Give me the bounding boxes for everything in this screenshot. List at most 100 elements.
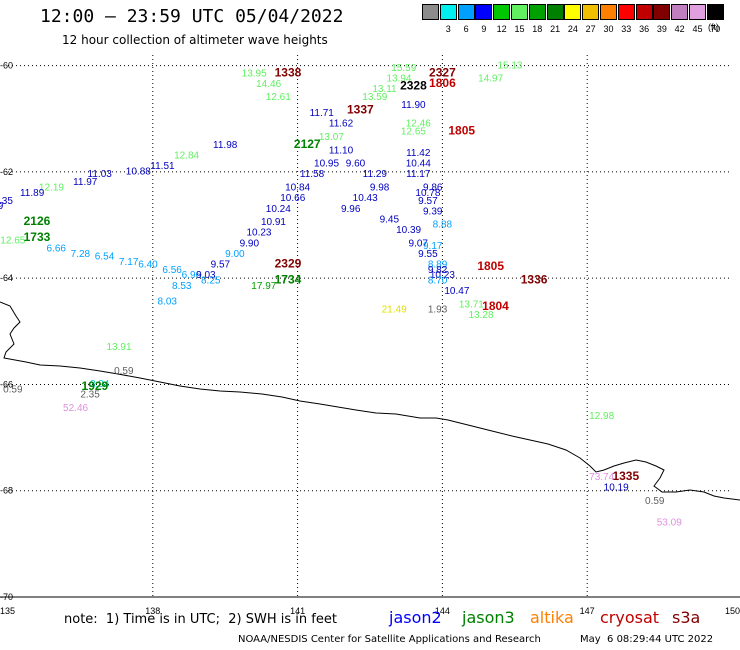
latitude-label: -70 xyxy=(0,592,13,602)
wave-height-value: 11.29 xyxy=(363,169,388,180)
wave-height-value: 0.59 xyxy=(645,496,665,507)
scale-swatch xyxy=(546,4,564,20)
wave-height-value: 10.23 xyxy=(246,228,271,239)
wave-height-value: 13.11 xyxy=(372,84,397,95)
wave-height-value: 0.59 xyxy=(114,366,134,377)
pass-time-label: 2327 xyxy=(429,65,456,79)
pass-time-label: 1805 xyxy=(448,124,475,138)
scale-label: 27 xyxy=(585,24,596,34)
pass-time-label: 1734 xyxy=(275,272,302,286)
pass-time-label: 1338 xyxy=(275,65,302,79)
pass-time-label: 2329 xyxy=(275,257,302,271)
scale-label: 42 xyxy=(674,24,685,34)
units-note: note: 1) Time is in UTC; 2) SWH is in fe… xyxy=(64,612,337,627)
latitude-label: -64 xyxy=(0,273,13,283)
scale-label: 30 xyxy=(603,24,614,34)
wave-height-value: 15.59 xyxy=(391,63,416,74)
wave-height-value: 14.97 xyxy=(478,74,503,85)
scale-label: 36 xyxy=(639,24,650,34)
scale-swatch xyxy=(706,4,724,20)
longitude-label: 144 xyxy=(435,606,450,616)
scale-swatch xyxy=(617,4,635,20)
wave-height-value: 9.57 xyxy=(418,196,438,207)
wave-height-value: 12.46 xyxy=(406,119,431,130)
wave-height-value: 11.71 xyxy=(310,108,335,119)
scale-label: 21 xyxy=(550,24,561,34)
map-title: 12:00 – 23:59 UTC 05/04/2022 xyxy=(40,6,344,27)
scale-label: 12 xyxy=(496,24,507,34)
latitude-label: -68 xyxy=(0,486,13,496)
wave-height-value: 8.89 xyxy=(428,260,448,271)
latitude-labels: -60 -62 -64 -66 -68 -70 xyxy=(0,61,13,602)
wave-height-value: 10.78 xyxy=(415,188,440,199)
scale-swatch xyxy=(475,4,493,20)
scale-swatch xyxy=(493,4,511,20)
wave-height-value: 0.59 xyxy=(3,384,23,395)
scale-label: 15 xyxy=(514,24,525,34)
lat-lon-grid xyxy=(0,55,740,598)
wave-height-value: 12.84 xyxy=(174,151,199,162)
longitude-label: 147 xyxy=(580,606,595,616)
wave-height-value: 11.51 xyxy=(150,161,175,172)
scale-label: 70 xyxy=(710,24,721,34)
wave-height-value: 10.23 xyxy=(430,270,455,281)
wave-height-value: 10.24 xyxy=(266,204,291,215)
wave-height-value: 11.17 xyxy=(406,169,431,180)
scale-swatch xyxy=(689,4,706,20)
pass-time-label: 1805 xyxy=(477,259,504,273)
wave-height-value: 10.84 xyxy=(285,183,310,194)
wave-height-value: 13.59 xyxy=(362,92,387,103)
satellite-legend-altika: altika xyxy=(530,608,574,627)
wave-height-value: 8.70 xyxy=(428,275,448,286)
wave-height-value: 14.46 xyxy=(256,79,281,90)
scale-swatch xyxy=(582,4,600,20)
wave-height-value: 12.61 xyxy=(266,92,291,103)
wave-height-value: 9.07 xyxy=(409,238,429,249)
scale-swatch xyxy=(600,4,617,20)
longitude-labels: 135 138 141 144 147 150 xyxy=(0,606,740,616)
pass-time-label: 1337 xyxy=(347,102,374,116)
scale-swatch xyxy=(422,4,439,20)
scale-label: 18 xyxy=(532,24,543,34)
scale-label: 6 xyxy=(463,24,469,34)
map-subtitle: 12 hour collection of altimeter wave hei… xyxy=(62,33,328,47)
antarctic-coastline xyxy=(0,301,740,501)
wave-height-value: 9.90 xyxy=(240,238,260,249)
wave-height-value: 12.65 xyxy=(401,127,426,138)
wave-height-value: 9.82 xyxy=(428,265,448,276)
scale-swatch xyxy=(439,4,457,20)
longitude-label: 138 xyxy=(145,606,160,616)
wave-height-value: 10.95 xyxy=(314,159,339,170)
longitude-label: 135 xyxy=(0,606,15,616)
wave-height-value: 9.45 xyxy=(380,214,400,225)
wave-height-value: 9.17 xyxy=(423,241,443,252)
wave-height-value: 10.91 xyxy=(261,217,286,228)
wave-height-value: 12.65 xyxy=(0,236,25,247)
scale-swatch xyxy=(653,4,671,20)
pass-time-label: 2127 xyxy=(294,137,321,151)
wave-height-value: 10.44 xyxy=(406,159,431,170)
wave-height-value: 13.28 xyxy=(468,310,493,321)
scale-unit-label: (ft) xyxy=(708,22,719,32)
scale-swatch xyxy=(528,4,546,20)
pass-time-label: 1336 xyxy=(521,272,548,286)
wave-height-value: 52.46 xyxy=(63,403,88,414)
wave-height-value: 11.62 xyxy=(329,119,354,130)
wave-height-value: 17.97 xyxy=(251,281,276,292)
wave-height-value: 8.03 xyxy=(158,297,178,308)
wave-height-value: 9.96 xyxy=(341,204,361,215)
scale-label: 39 xyxy=(656,24,667,34)
wave-height-value: 11.03 xyxy=(88,169,113,180)
wave-height-value: 9.86 xyxy=(423,183,443,194)
scale-swatch xyxy=(564,4,582,20)
wave-height-value: 6.66 xyxy=(47,244,67,255)
longitude-label: 150 xyxy=(725,606,740,616)
wave-height-value: 13.07 xyxy=(319,132,344,143)
wave-height-value: 13.71 xyxy=(459,299,484,310)
scale-label: 3 xyxy=(445,24,451,34)
pass-time-label: 2328 xyxy=(400,79,427,93)
wave-height-value: 9.60 xyxy=(346,159,366,170)
